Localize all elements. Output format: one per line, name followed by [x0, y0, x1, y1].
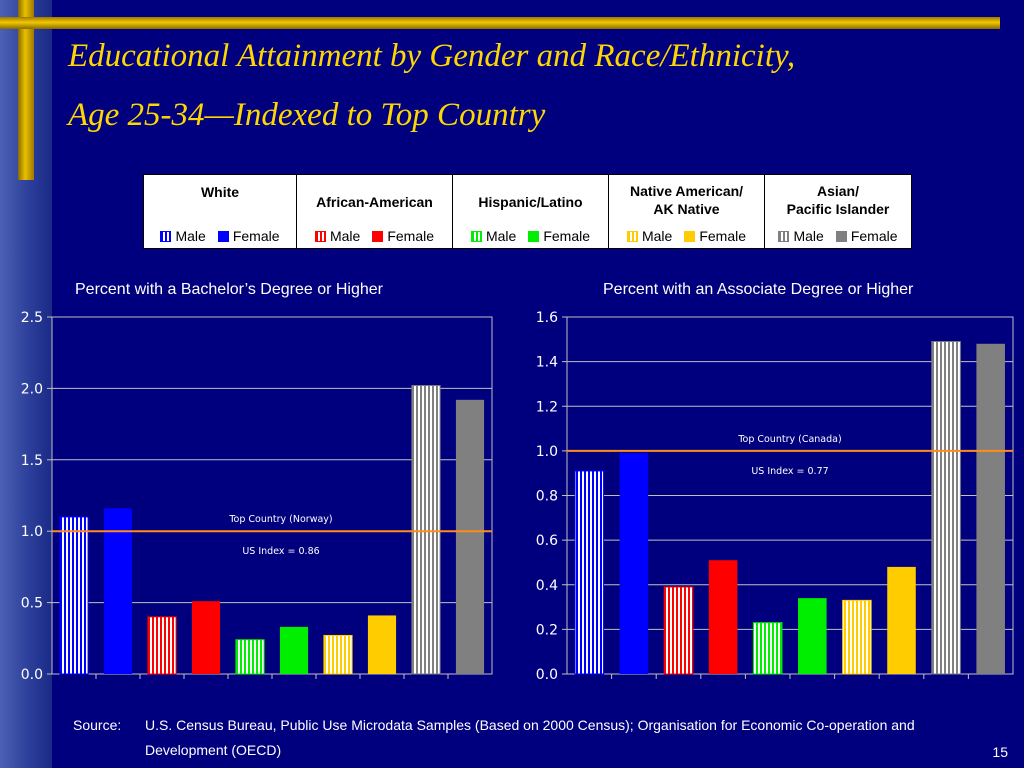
legend-item-female: Female	[217, 227, 280, 245]
bar-1	[574, 470, 605, 675]
legend-swatch-male	[626, 230, 638, 242]
legend-items: Male Female	[297, 227, 452, 245]
legend-item-male: Male	[160, 227, 206, 245]
bar-6	[798, 598, 827, 674]
legend-group-name: White	[200, 184, 240, 200]
y-tick-label: 0.0	[21, 667, 43, 683]
y-tick-label: 2.5	[21, 310, 43, 326]
bar-9	[931, 341, 961, 675]
legend-swatch-female	[217, 230, 229, 242]
y-tick-label: 0.2	[536, 622, 558, 638]
legend-swatch-male	[470, 230, 482, 242]
source-label: Source:	[73, 717, 122, 733]
chart-legend: White Male Female African-American Male Femal…	[143, 174, 912, 249]
bar-6	[279, 626, 309, 674]
bar-4	[191, 601, 221, 674]
legend-items: Male Female	[765, 227, 911, 245]
y-tick-label: 1.5	[21, 453, 43, 469]
bar-9	[411, 385, 441, 675]
legend-items: Male Female	[453, 227, 608, 245]
y-tick-label: 0.4	[536, 578, 558, 594]
legend-label-female: Female	[850, 228, 898, 244]
legend-swatch-female	[835, 230, 847, 242]
y-tick-label: 1.4	[536, 355, 558, 371]
bar-3	[147, 616, 177, 675]
legend-label-male: Male	[485, 228, 517, 244]
legend-item-male: Male	[314, 227, 361, 245]
bar-10	[455, 399, 485, 674]
slide-title-line-1: Educational Attainment by Gender and Rac…	[68, 38, 796, 74]
legend-item-female: Female	[528, 227, 590, 245]
legend-swatch-female	[372, 230, 384, 242]
legend-label-female: Female	[543, 228, 591, 244]
legend-group-2: African-American Male Female	[297, 175, 453, 248]
legend-label-female: Female	[232, 228, 280, 244]
slide-title: Educational Attainment by Gender and Rac…	[68, 36, 1008, 135]
gold-vertical-accent	[18, 0, 34, 180]
legend-swatch-male	[778, 230, 790, 242]
legend-item-female: Female	[372, 227, 434, 245]
legend-group-name: Native American/ AK Native	[629, 183, 744, 217]
bar-1	[59, 516, 89, 675]
y-tick-label: 0.0	[536, 667, 558, 683]
legend-item-female: Female	[835, 227, 898, 245]
legend-label-male: Male	[793, 228, 824, 244]
bar-7	[842, 599, 872, 675]
legend-items: Male Female	[144, 227, 296, 245]
bar-3	[663, 586, 694, 675]
legend-label-female: Female	[699, 228, 747, 244]
slide-title-line-2: Age 25-34—Indexed to Top Country	[68, 97, 546, 133]
y-tick-label: 1.6	[536, 310, 558, 326]
legend-items: Male Female	[609, 227, 764, 245]
y-tick-label: 1.2	[536, 399, 558, 415]
legend-group-3: Hispanic/Latino Male Female	[453, 175, 609, 248]
y-tick-label: 1.0	[21, 524, 43, 540]
legend-item-male: Male	[778, 227, 824, 245]
us-index-annotation: US Index = 0.86	[242, 546, 319, 557]
reference-line-label: Top Country (Norway)	[228, 514, 332, 525]
bar-10	[976, 343, 1005, 674]
bar-4	[708, 560, 738, 674]
y-tick-label: 0.5	[21, 596, 43, 612]
bar-8	[887, 566, 916, 674]
legend-group-5: Asian/ Pacific Islander Male Female	[765, 175, 911, 248]
chart-title-bachelors: Percent with a Bachelor’s Degree or High…	[75, 281, 384, 298]
bar-5	[235, 639, 265, 675]
legend-label-female: Female	[387, 228, 435, 244]
bar-7	[323, 634, 353, 675]
legend-group-name: Hispanic/Latino	[478, 194, 583, 210]
us-index-annotation: US Index = 0.77	[751, 466, 828, 477]
source-text: U.S. Census Bureau, Public Use Microdata…	[145, 717, 915, 758]
page-number: 15	[992, 744, 1008, 760]
y-tick-label: 1.0	[536, 444, 558, 460]
bar-5	[752, 622, 783, 675]
legend-group-4: Native American/ AK Native Male Female	[609, 175, 765, 248]
bar-2	[103, 508, 133, 674]
legend-item-male: Male	[470, 227, 517, 245]
y-tick-label: 0.8	[536, 489, 558, 505]
legend-item-male: Male	[626, 227, 673, 245]
legend-swatch-female	[684, 230, 696, 242]
legend-group-name: Asian/ Pacific Islander	[786, 183, 890, 217]
legend-label-male: Male	[641, 228, 673, 244]
legend-swatch-male	[314, 230, 326, 242]
legend-item-female: Female	[684, 227, 746, 245]
legend-group-name: African-American	[316, 194, 433, 210]
gold-horizontal-accent	[0, 17, 1000, 29]
chart-title-associate: Percent with an Associate Degree or High…	[603, 281, 914, 298]
legend-label-male: Male	[329, 228, 361, 244]
y-tick-label: 2.0	[21, 381, 43, 397]
reference-line-label: Top Country (Canada)	[737, 434, 841, 445]
bar-8	[367, 615, 397, 674]
y-tick-label: 0.6	[536, 533, 558, 549]
legend-swatch-male	[160, 230, 172, 242]
bar-2	[619, 453, 649, 674]
legend-group-1: White Male Female	[144, 175, 297, 248]
legend-label-male: Male	[175, 228, 206, 244]
legend-swatch-female	[528, 230, 540, 242]
